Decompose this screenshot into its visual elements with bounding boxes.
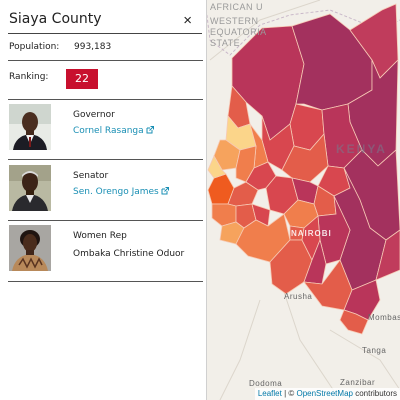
county-laikipia	[281, 133, 329, 183]
official-senator: Senator Sen. Orengo James	[8, 165, 202, 217]
leaflet-link[interactable]: Leaflet	[257, 389, 282, 398]
map-attribution: Leaflet | © OpenStreetMap contributors	[254, 388, 400, 400]
population-value: 993,183	[74, 42, 112, 52]
map-label-kenya: KENYA	[336, 142, 387, 156]
senator-name-link[interactable]: Sen. Orengo James	[73, 187, 169, 198]
official-role: Women Rep	[73, 231, 127, 241]
map-label-dodoma: Dodoma	[249, 379, 283, 388]
official-name: Cornel Rasanga	[73, 126, 144, 136]
county-busia	[207, 155, 227, 179]
official-governor: Governor Cornel Rasanga	[8, 104, 202, 156]
ranking-badge: 22	[66, 69, 98, 89]
map-label-zanzibar: Zanzibar	[340, 378, 376, 387]
external-link-icon	[161, 187, 169, 198]
county-shapes[interactable]	[207, 3, 400, 335]
county-kwale	[339, 309, 369, 335]
governor-name-link[interactable]: Cornel Rasanga	[73, 126, 154, 137]
attribution-suffix: contributors	[352, 389, 397, 398]
official-women-rep: Women Rep Ombaka Christine Oduor	[8, 225, 202, 277]
osm-link[interactable]: OpenStreetMap	[296, 389, 353, 398]
divider	[8, 159, 203, 160]
official-role: Senator	[73, 171, 109, 181]
county-makueni	[303, 238, 327, 285]
map-label-equatoria: EQUATORIA	[210, 27, 267, 37]
divider	[8, 99, 203, 100]
external-link-icon	[146, 126, 154, 137]
women-rep-photo	[9, 225, 51, 271]
map-label-state: STATE	[210, 38, 241, 48]
map-label-western: WESTERN	[210, 16, 259, 26]
close-button[interactable]: ×	[183, 12, 192, 29]
official-name: Ombaka Christine Oduor	[73, 249, 185, 259]
divider	[8, 220, 203, 221]
official-role: Governor	[73, 110, 115, 120]
panel-header: Siaya County ×	[8, 10, 202, 34]
map-label-tanga: Tanga	[362, 346, 387, 355]
senator-photo	[9, 165, 51, 211]
map-label-mombasa: Mombasa	[368, 313, 400, 322]
map-label-african-union: AFRICAN U	[210, 2, 264, 12]
governor-photo	[9, 104, 51, 150]
county-title: Siaya County	[9, 11, 102, 27]
county-lamu	[375, 229, 400, 281]
divider	[8, 60, 203, 61]
divider	[8, 281, 203, 282]
official-name: Sen. Orengo James	[73, 187, 159, 197]
population-label: Population:	[9, 42, 60, 52]
ranking-label: Ranking:	[9, 72, 49, 82]
attribution-separator: | ©	[281, 389, 297, 398]
county-info-panel: Siaya County × Population: 993,183 Ranki…	[0, 0, 207, 400]
map-label-arusha: Arusha	[284, 292, 313, 301]
map-label-nairobi: NAIROBI	[291, 229, 332, 238]
